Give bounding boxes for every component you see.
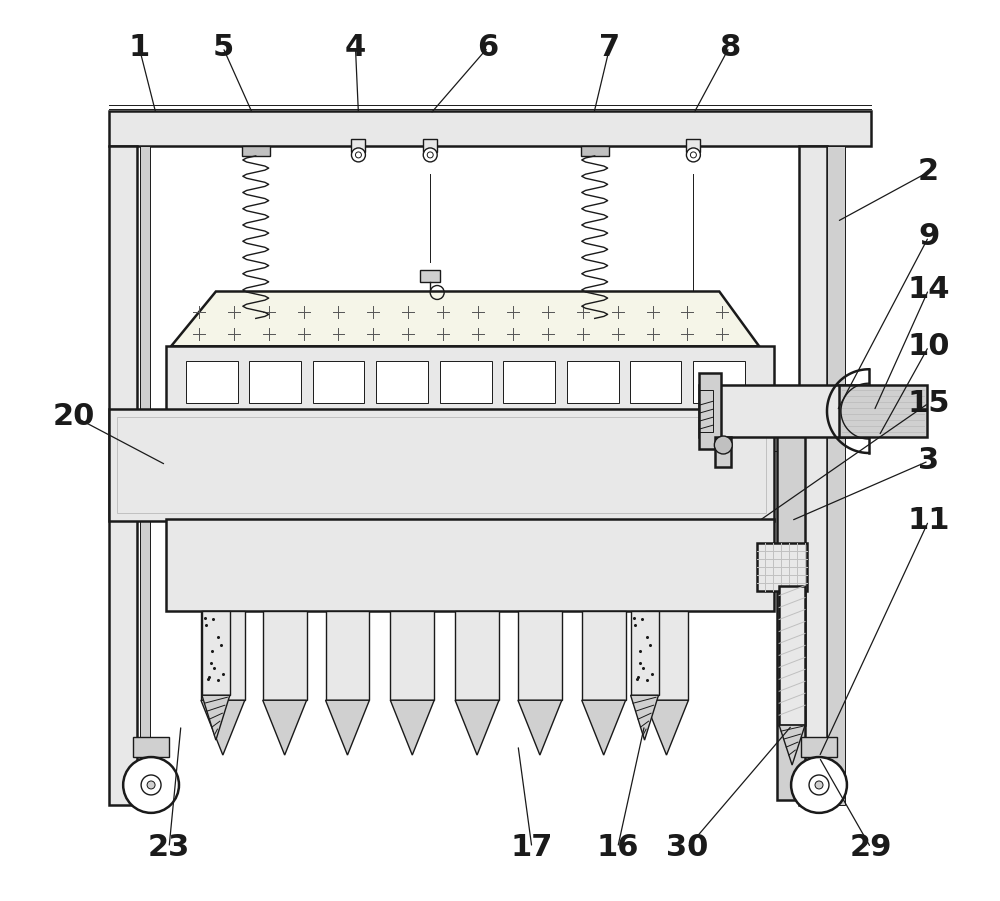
Circle shape bbox=[809, 775, 829, 795]
Text: 20: 20 bbox=[52, 402, 95, 431]
Text: 15: 15 bbox=[907, 388, 950, 418]
Bar bbox=[376, 361, 428, 403]
Text: 6: 6 bbox=[477, 32, 499, 62]
Polygon shape bbox=[202, 696, 230, 740]
Circle shape bbox=[791, 757, 847, 813]
Bar bbox=[715, 437, 731, 467]
Circle shape bbox=[423, 148, 437, 162]
Bar bbox=[777, 411, 805, 800]
Polygon shape bbox=[645, 700, 688, 755]
Bar bbox=[582, 611, 626, 700]
Text: 16: 16 bbox=[596, 833, 639, 862]
Circle shape bbox=[141, 775, 161, 795]
Bar bbox=[686, 139, 700, 152]
Bar bbox=[186, 361, 238, 403]
Bar bbox=[799, 146, 827, 805]
Bar bbox=[202, 611, 230, 696]
Bar bbox=[829, 146, 841, 795]
Bar bbox=[801, 737, 837, 757]
Bar bbox=[827, 146, 845, 805]
Circle shape bbox=[147, 781, 155, 789]
Bar bbox=[390, 611, 434, 700]
Bar bbox=[699, 373, 721, 449]
Bar bbox=[839, 386, 927, 437]
Polygon shape bbox=[455, 700, 499, 755]
Bar bbox=[699, 390, 713, 432]
Text: 4: 4 bbox=[345, 32, 366, 62]
Bar bbox=[242, 146, 270, 156]
Bar bbox=[326, 611, 369, 700]
Bar bbox=[567, 361, 619, 403]
Bar bbox=[249, 361, 301, 403]
Bar bbox=[166, 346, 774, 411]
Text: 23: 23 bbox=[148, 833, 190, 862]
Bar bbox=[117, 417, 766, 513]
Bar bbox=[645, 611, 688, 700]
Text: 29: 29 bbox=[850, 833, 892, 862]
Bar bbox=[503, 361, 555, 403]
Bar bbox=[631, 611, 659, 696]
Bar bbox=[699, 386, 869, 437]
Circle shape bbox=[714, 436, 732, 454]
Circle shape bbox=[123, 757, 179, 813]
Bar bbox=[109, 146, 137, 805]
Polygon shape bbox=[518, 700, 562, 755]
Text: 1: 1 bbox=[128, 32, 150, 62]
Polygon shape bbox=[263, 700, 307, 755]
Text: 14: 14 bbox=[907, 275, 950, 304]
Text: 8: 8 bbox=[719, 32, 740, 62]
Bar bbox=[757, 542, 807, 590]
Bar bbox=[351, 139, 365, 152]
Bar bbox=[581, 316, 609, 326]
Text: 5: 5 bbox=[212, 32, 233, 62]
Text: 2: 2 bbox=[918, 158, 939, 187]
Text: 9: 9 bbox=[918, 223, 939, 251]
Bar bbox=[581, 146, 609, 156]
Circle shape bbox=[355, 152, 361, 158]
Text: 30: 30 bbox=[666, 833, 709, 862]
Text: 3: 3 bbox=[918, 447, 939, 476]
Text: 17: 17 bbox=[511, 833, 553, 862]
Bar bbox=[518, 611, 562, 700]
Bar bbox=[455, 611, 499, 700]
Bar bbox=[201, 611, 245, 700]
Bar bbox=[423, 139, 437, 152]
Text: 11: 11 bbox=[907, 506, 950, 535]
Bar bbox=[242, 316, 270, 326]
Bar bbox=[133, 737, 169, 757]
Bar bbox=[109, 409, 774, 521]
Polygon shape bbox=[582, 700, 626, 755]
Circle shape bbox=[690, 152, 696, 158]
Circle shape bbox=[351, 148, 365, 162]
Bar bbox=[779, 586, 805, 725]
Bar bbox=[166, 519, 774, 611]
Bar bbox=[693, 361, 745, 403]
Polygon shape bbox=[779, 725, 805, 765]
Text: 7: 7 bbox=[599, 32, 620, 62]
Bar bbox=[630, 361, 681, 403]
Polygon shape bbox=[390, 700, 434, 755]
Polygon shape bbox=[201, 700, 245, 755]
Circle shape bbox=[427, 152, 433, 158]
Bar bbox=[140, 146, 150, 795]
Text: 10: 10 bbox=[907, 332, 950, 360]
Polygon shape bbox=[171, 292, 759, 346]
Bar bbox=[109, 111, 871, 146]
Bar bbox=[313, 361, 364, 403]
Polygon shape bbox=[631, 696, 659, 740]
Bar bbox=[263, 611, 307, 700]
Polygon shape bbox=[326, 700, 369, 755]
Bar bbox=[440, 361, 492, 403]
Circle shape bbox=[815, 781, 823, 789]
Circle shape bbox=[686, 148, 700, 162]
Bar bbox=[420, 269, 440, 281]
